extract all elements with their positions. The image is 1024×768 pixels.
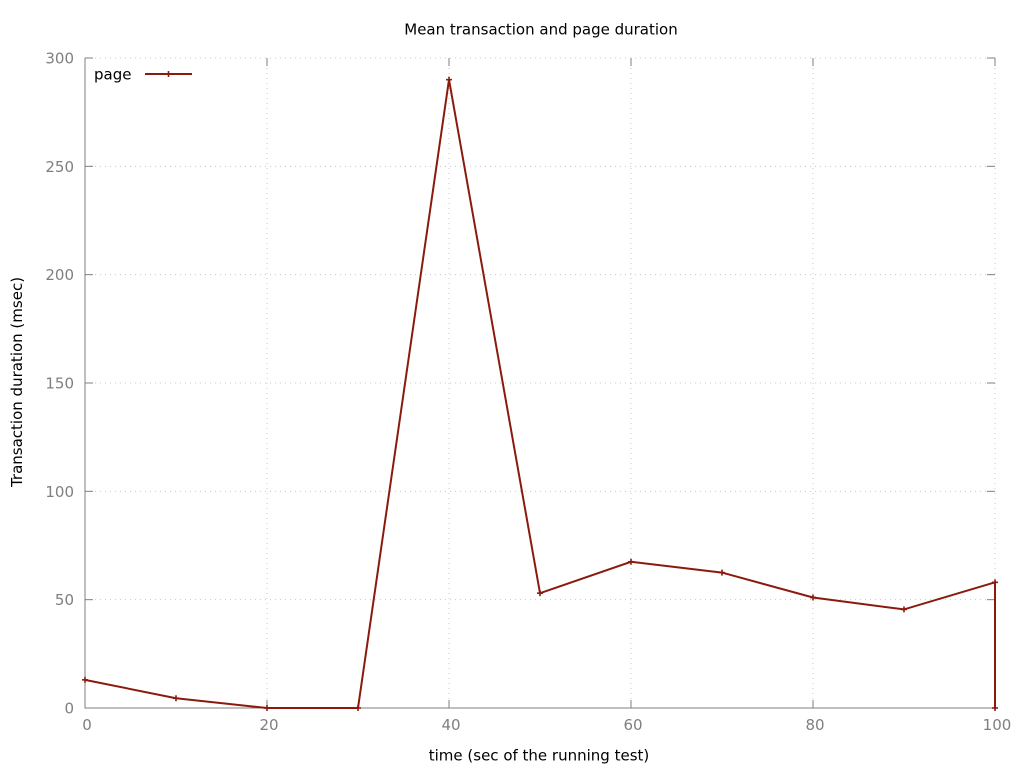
data-point (628, 558, 634, 565)
x-tick-label: 80 (805, 716, 824, 734)
x-tick-label: 100 (983, 716, 1012, 734)
axes (84, 57, 996, 709)
data-point (446, 76, 452, 83)
data-point (82, 676, 88, 683)
series-line-page (84, 79, 996, 709)
chart-title: Mean transaction and page duration (404, 21, 677, 39)
y-tick-label: 50 (55, 591, 74, 609)
y-tick-label: 0 (64, 700, 74, 718)
x-tick-label: 40 (441, 716, 460, 734)
data-point (719, 569, 725, 576)
legend-marker-page (165, 71, 172, 77)
x-axis-label: time (sec of the running test) (429, 747, 650, 765)
tick-labels: 0 50 100 150 200 250 300 0 20 40 60 80 100 (45, 50, 1011, 735)
x-tick-label: 0 (82, 716, 92, 734)
data-point (810, 594, 816, 601)
data-point (992, 705, 998, 711)
legend: page (94, 66, 192, 84)
data-point (264, 705, 270, 711)
x-tick-label: 60 (623, 716, 642, 734)
x-tick-label: 20 (259, 716, 278, 734)
y-tick-label: 100 (45, 483, 74, 501)
data-point (537, 590, 543, 597)
series-layer (82, 76, 998, 711)
y-tick-label: 150 (45, 375, 74, 393)
data-point (355, 705, 361, 711)
y-tick-label: 200 (45, 266, 74, 284)
data-point (992, 579, 998, 586)
data-point (901, 606, 907, 613)
legend-label-page: page (94, 66, 131, 84)
y-tick-label: 250 (45, 158, 74, 176)
legend-marker-symbol (165, 71, 172, 77)
data-point (173, 695, 179, 702)
y-axis-label: Transaction duration (msec) (8, 277, 26, 488)
y-tick-label: 300 (45, 50, 74, 68)
